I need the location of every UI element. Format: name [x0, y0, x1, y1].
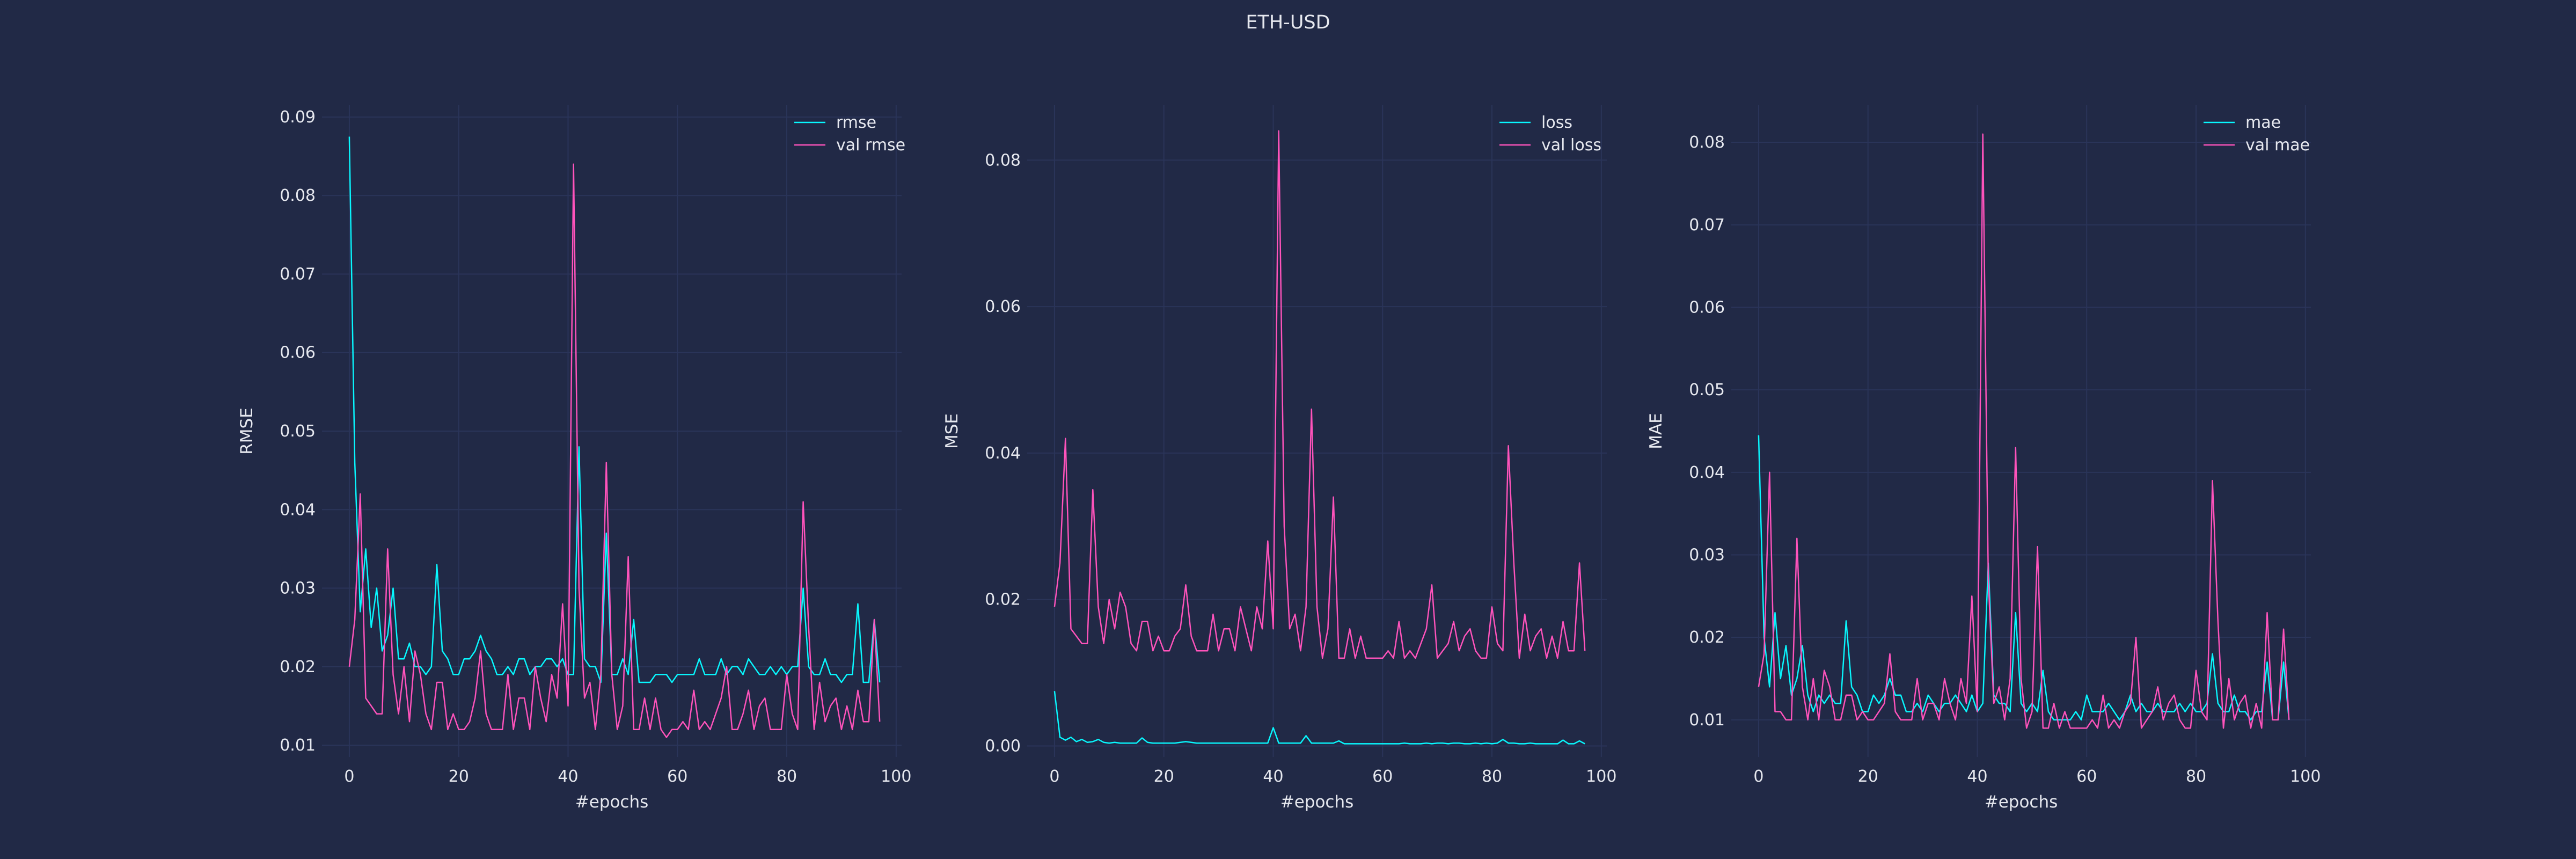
x-tick-label: 0 [1049, 767, 1059, 786]
series-line-val-rmse [348, 163, 881, 738]
chart-panel-2: 0 20 40 60 80 100 0.00 0.02 0.04 0.06 0.08 #epochs M… [942, 105, 1616, 812]
x-tick-label: 60 [1372, 767, 1393, 786]
series-line-rmse [348, 136, 881, 683]
x-tick-label: 20 [1858, 767, 1878, 786]
y-tick-label: 0.07 [280, 265, 316, 283]
x-tick-label: 100 [1586, 767, 1616, 786]
y-axis-label: RMSE [237, 407, 257, 455]
y-tick-label: 0.04 [985, 444, 1021, 463]
x-axis-label: #epochs [1985, 792, 2058, 812]
y-axis-label: MAE [1646, 413, 1666, 449]
x-tick-label: 80 [2186, 767, 2206, 786]
y-tick-label: 0.02 [1689, 628, 1725, 647]
series-line-val-mae [1758, 133, 2290, 729]
y-tick-label: 0.08 [280, 186, 316, 205]
x-axis-label: #epochs [1280, 792, 1354, 812]
y-tick-label: 0.02 [280, 658, 316, 676]
y-tick-label: 0.06 [280, 344, 316, 362]
series-line-mae [1758, 435, 2290, 721]
y-tick-label: 0.05 [280, 422, 316, 441]
y-tick-label: 0.05 [1689, 381, 1725, 399]
x-tick-label: 0 [344, 767, 354, 786]
y-tick-label: 0.07 [1689, 216, 1725, 235]
y-tick-label: 0.06 [985, 297, 1021, 316]
y-tick-label: 0.02 [985, 591, 1021, 609]
x-axis-label: #epochs [575, 792, 649, 812]
series-line-loss [1053, 691, 1585, 745]
y-tick-label: 0.08 [1689, 133, 1725, 152]
legend-label-mae: mae [2245, 113, 2281, 132]
y-tick-label: 0.03 [1689, 546, 1725, 565]
legend-label-loss: loss [1541, 113, 1572, 132]
x-tick-label: 80 [777, 767, 797, 786]
series-line-val-loss [1053, 130, 1586, 659]
x-tick-label: 20 [1154, 767, 1174, 786]
y-tick-label: 0.00 [985, 737, 1021, 756]
y-tick-label: 0.09 [280, 108, 316, 127]
x-tick-label: 40 [558, 767, 578, 786]
figure-title: ETH-USD [1246, 12, 1330, 33]
x-tick-label: 0 [1753, 767, 1763, 786]
x-tick-label: 40 [1263, 767, 1283, 786]
x-tick-label: 60 [667, 767, 687, 786]
x-tick-label: 20 [449, 767, 469, 786]
x-tick-label: 100 [881, 767, 911, 786]
y-tick-label: 0.03 [280, 579, 316, 598]
chart-panel-1: 0 20 40 60 80 100 0.01 0.02 0.03 0.04 0.05 0.06 0.07… [237, 105, 911, 812]
legend-label-val-mae: val mae [2245, 136, 2310, 155]
legend-label-val-loss: val loss [1541, 136, 1601, 155]
x-tick-label: 60 [2076, 767, 2097, 786]
legend-label-rmse: rmse [836, 113, 876, 132]
y-tick-label: 0.04 [1689, 463, 1725, 482]
x-tick-label: 80 [1482, 767, 1502, 786]
y-tick-label: 0.06 [1689, 298, 1725, 317]
chart-panel-3: 0 20 40 60 80 100 0.01 0.02 0.03 0.04 0.05 0.06 0.07… [1646, 105, 2321, 812]
y-axis-label: MSE [942, 413, 962, 449]
y-tick-label: 0.01 [1689, 711, 1725, 730]
legend-label-val-rmse: val rmse [836, 136, 905, 155]
y-tick-label: 0.08 [985, 151, 1021, 170]
x-tick-label: 100 [2290, 767, 2321, 786]
y-tick-label: 0.01 [280, 736, 316, 755]
x-tick-label: 40 [1967, 767, 1987, 786]
y-tick-label: 0.04 [280, 500, 316, 519]
